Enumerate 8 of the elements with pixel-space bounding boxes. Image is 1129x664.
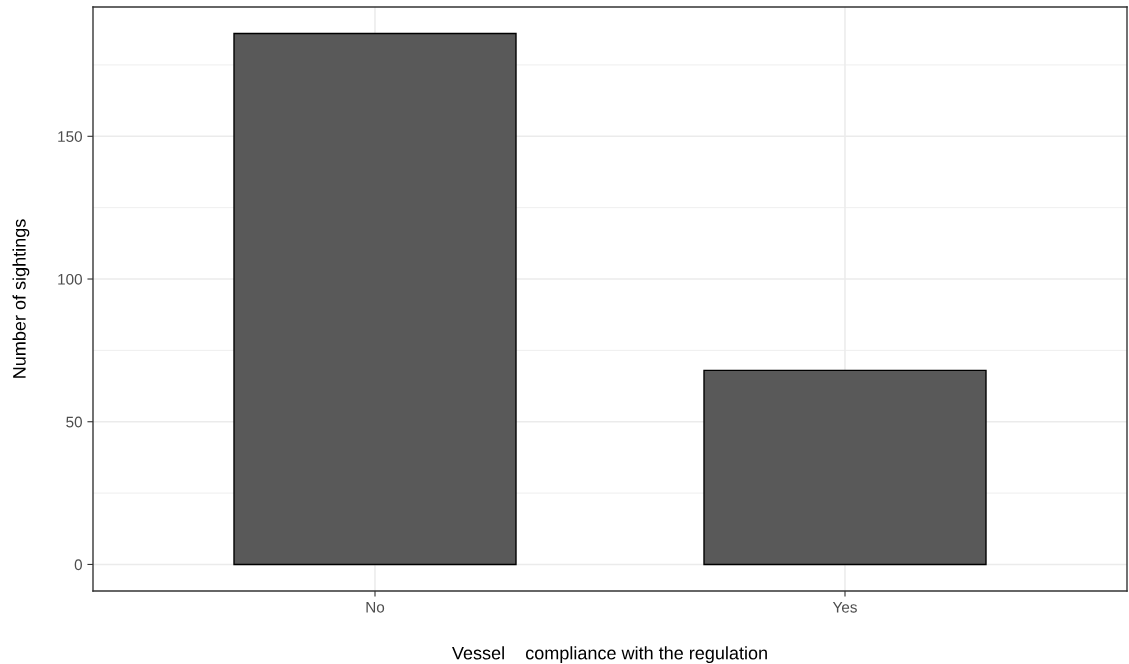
x-tick-label: No [366, 601, 385, 613]
y-tick-label: 50 [66, 416, 82, 428]
y-tick-label: 0 [74, 559, 82, 571]
y-axis-title: Number of sightings [12, 219, 30, 378]
y-tick-label: 150 [58, 131, 82, 142]
y-tick-label: 100 [58, 273, 82, 285]
x-axis-title: Vessel compliance with the regulation [452, 646, 767, 664]
x-tick-label: Yes [832, 601, 857, 613]
